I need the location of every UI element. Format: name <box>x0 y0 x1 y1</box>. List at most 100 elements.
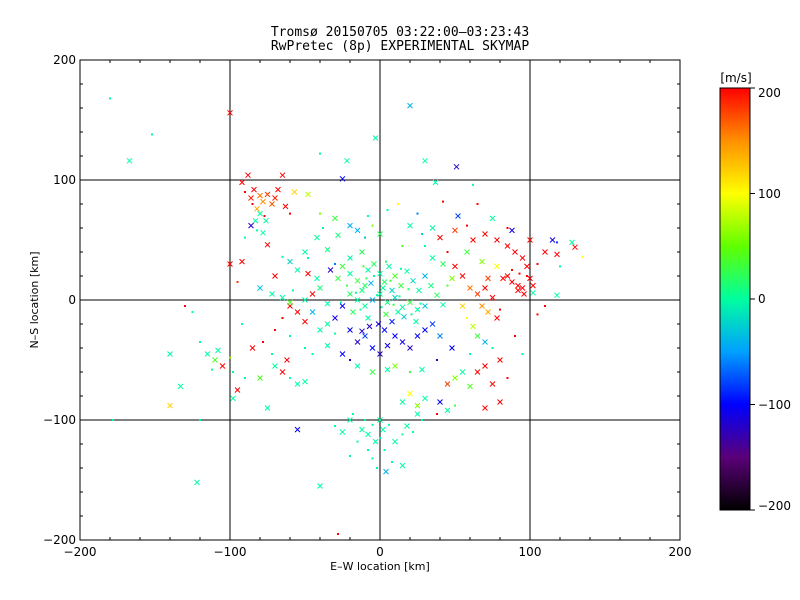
data-point-dot <box>385 260 387 263</box>
data-point-x <box>257 210 263 217</box>
data-point-dot <box>392 303 395 306</box>
data-point-x <box>269 291 275 297</box>
data-point-dot <box>476 203 479 205</box>
ytick-label-4: −200 <box>43 533 76 547</box>
data-point-x <box>392 273 398 279</box>
data-point-dot <box>380 306 383 309</box>
data-point-x <box>260 198 266 205</box>
data-point-x <box>365 315 371 321</box>
data-point-dot <box>274 329 276 331</box>
data-point-x <box>302 378 308 385</box>
data-point-x <box>554 251 560 258</box>
data-point-dot <box>340 301 342 304</box>
data-point-x <box>227 261 233 267</box>
data-point-dot <box>346 284 348 287</box>
data-point-x <box>347 222 353 229</box>
data-point-x <box>339 429 346 435</box>
data-point-x <box>359 287 365 294</box>
data-point-x <box>279 294 286 301</box>
data-point-dot <box>412 431 414 433</box>
data-point-x <box>375 321 382 327</box>
data-point-x <box>416 287 422 294</box>
data-point-x <box>453 163 460 170</box>
data-point-x <box>332 315 338 321</box>
ytick-label-3: −100 <box>43 413 76 427</box>
data-point-x <box>482 285 488 291</box>
data-point-dot <box>236 281 239 283</box>
data-point-x <box>377 417 383 423</box>
data-point-x <box>482 405 488 411</box>
data-point-x <box>414 333 421 339</box>
data-point-dot <box>319 212 321 215</box>
data-point-x <box>429 321 436 327</box>
data-point-dot <box>367 449 369 451</box>
data-point-x <box>519 255 526 261</box>
data-point-x <box>422 157 428 164</box>
data-point-x <box>485 309 491 315</box>
data-point-x <box>324 342 331 349</box>
data-point-x <box>449 275 455 282</box>
data-point-dot <box>359 308 362 311</box>
data-point-dot <box>244 191 246 193</box>
data-point-x <box>167 402 173 409</box>
data-point-dot <box>362 265 365 268</box>
data-point-x <box>204 351 211 357</box>
colorbar-tick-0: 200 <box>758 86 781 100</box>
data-point-x <box>347 327 353 333</box>
data-point-x <box>252 217 259 224</box>
data-point-dot <box>199 419 201 421</box>
data-point-x <box>377 270 383 277</box>
data-point-dot <box>356 440 359 443</box>
data-point-x <box>372 438 379 445</box>
data-point-x <box>389 287 395 294</box>
data-point-x <box>369 369 376 375</box>
data-point-x <box>383 468 389 475</box>
data-point-dot <box>112 419 114 421</box>
data-point-dot <box>337 533 339 535</box>
data-point-x <box>245 172 251 179</box>
data-point-x <box>324 246 331 253</box>
data-point-x <box>428 282 434 289</box>
data-point-x <box>474 291 481 297</box>
data-point-x <box>497 357 503 363</box>
data-point-dot <box>191 311 194 313</box>
data-point-x <box>369 297 376 303</box>
data-point-dot <box>436 413 438 415</box>
ytick-label-2: 0 <box>68 293 76 307</box>
data-point-x <box>260 229 266 236</box>
xtick-label-0: −200 <box>64 545 97 559</box>
data-point-x <box>287 258 293 265</box>
data-point-dot <box>281 317 284 319</box>
data-point-x <box>459 369 466 375</box>
data-point-x <box>339 303 346 309</box>
data-point-x <box>464 249 470 255</box>
data-point-x <box>419 366 425 373</box>
data-point-x <box>365 431 371 438</box>
data-point-dot <box>371 457 374 460</box>
data-point-dot <box>514 335 516 337</box>
data-point-x <box>380 426 386 433</box>
data-point-x <box>414 402 421 409</box>
xtick-label-1: −100 <box>214 545 247 559</box>
data-point-dot <box>199 341 201 343</box>
data-point-x <box>422 273 428 279</box>
data-point-dot <box>334 263 336 265</box>
data-point-x <box>474 333 481 339</box>
data-point-dot <box>376 294 378 297</box>
data-point-x <box>249 345 256 351</box>
data-point-dot <box>289 335 291 337</box>
data-point-x <box>365 267 371 273</box>
data-point-dot <box>454 404 456 407</box>
data-point-x <box>494 263 500 270</box>
data-point-dot <box>383 449 386 451</box>
data-point-dot <box>421 233 423 235</box>
data-point-x <box>399 339 406 345</box>
data-point-x <box>309 309 316 315</box>
data-point-x <box>455 213 461 219</box>
data-point-dot <box>511 269 513 271</box>
data-point-x <box>194 479 200 486</box>
data-point-x <box>372 135 379 141</box>
data-point-x <box>347 417 353 423</box>
data-point-x <box>381 327 388 333</box>
